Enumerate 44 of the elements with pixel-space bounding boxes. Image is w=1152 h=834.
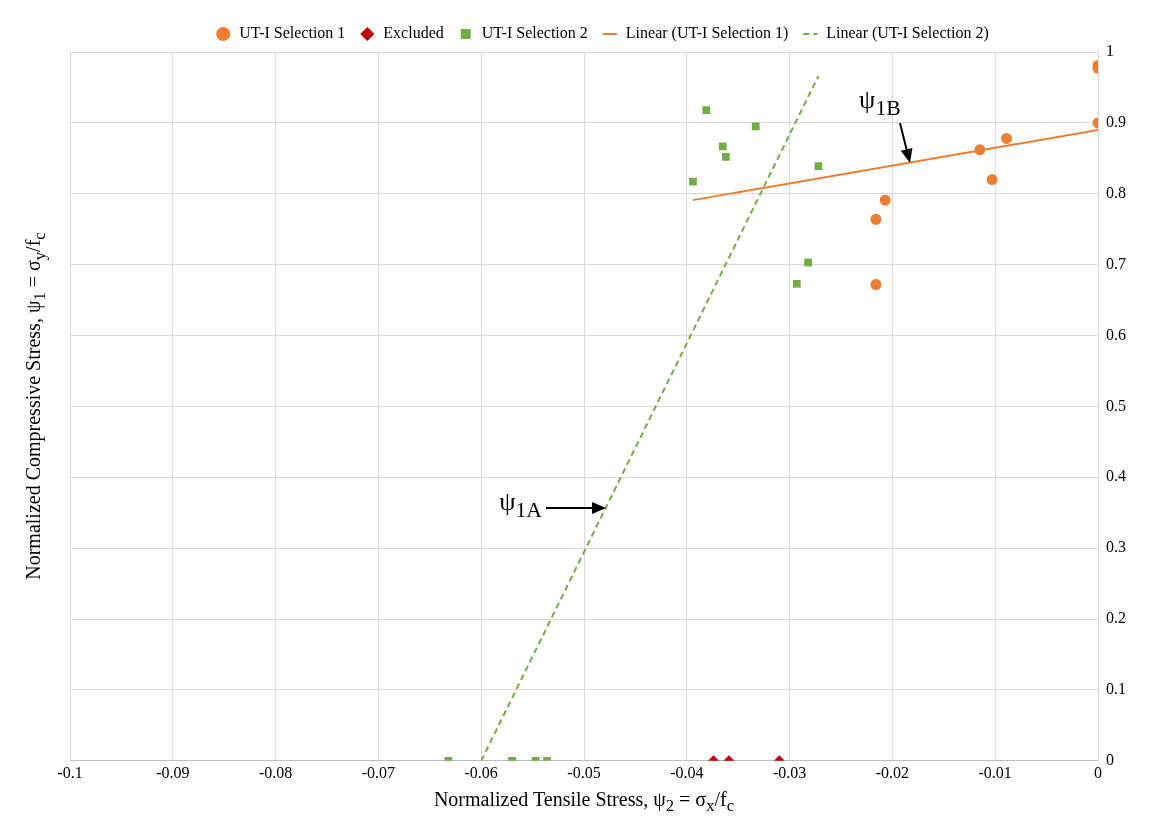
point [702,106,711,115]
x-tick-label: 0 [1094,763,1102,781]
y-tick-label: 0.6 [1106,325,1126,343]
y-tick-label: 1 [1106,42,1114,60]
point [879,194,891,206]
legend-label: UT-I Selection 1 [239,24,346,42]
legend-label: UT-I Selection 2 [481,24,588,42]
point [689,177,697,186]
x-tick-label: -0.05 [567,763,601,781]
point [792,279,801,288]
y-tick-label: 0.2 [1106,609,1126,627]
y-tick-label: 0.7 [1106,254,1126,272]
y-tick-label: 0.3 [1106,538,1126,556]
x-tick-label: -0.08 [258,763,293,781]
x-tick-label: -0.01 [978,763,1012,781]
point [974,144,986,156]
point [870,213,882,225]
x-axis-title: Normalized Tensile Stress, ψ$_{2}$ = σ$_{x}$/f$_{c}$ [432,788,736,816]
point [751,122,760,131]
point [718,142,727,151]
y-tick-label: 0.4 [1106,467,1126,485]
point [804,258,812,267]
y-tick-label: 0 [1106,751,1114,768]
x-tick-label: -0.03 [772,763,807,781]
y-tick-label: 0.1 [1106,680,1126,698]
annotation: ψ$_{1B}$ [859,84,901,121]
y-tick-label: 0.5 [1106,396,1126,414]
x-tick-label: -0.1 [57,763,83,781]
legend-label: Excluded [383,24,444,42]
point [814,162,823,171]
x-tick-label: -0.02 [875,763,910,781]
x-tick-label: -0.04 [670,763,704,781]
legend-label: Linear (UT-I Selection 1) [625,24,789,43]
x-tick-label: -0.09 [156,763,190,781]
point [721,153,730,161]
y-tick-label: 0.8 [1106,183,1126,201]
x-tick-label: -0.06 [464,763,498,781]
legend-label: Linear (UT-I Selection 2) [826,24,989,43]
x-tick-label: -0.07 [361,763,396,781]
point [986,174,998,186]
point [1001,132,1013,144]
y-tick-label: 0.9 [1106,113,1126,131]
point [870,278,882,290]
annotation: ψ$_{1A}$ [499,487,542,524]
